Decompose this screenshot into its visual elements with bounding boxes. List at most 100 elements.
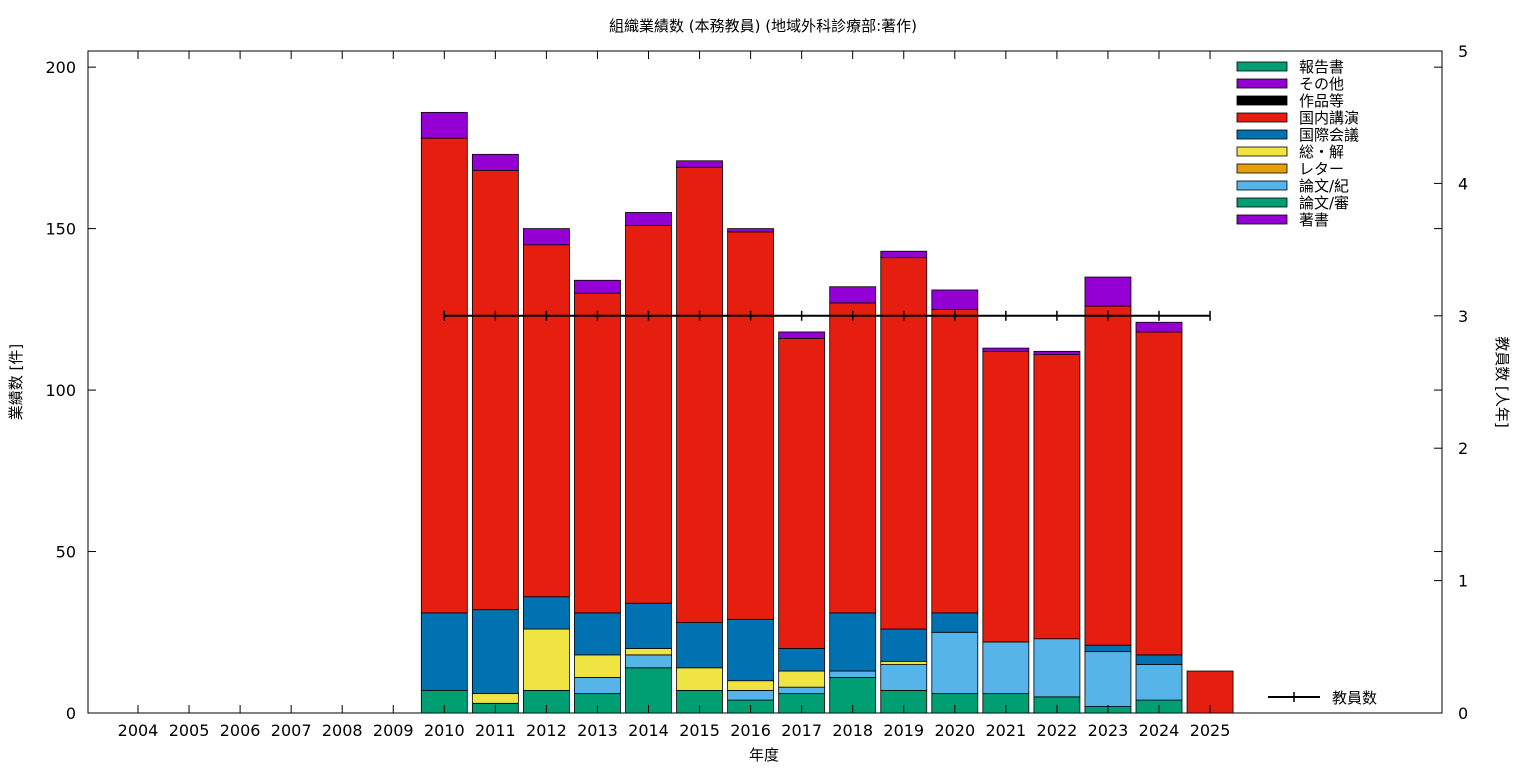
bar-segment	[727, 689, 774, 701]
x-tick-label: 2019	[883, 721, 924, 740]
legend-entry: 論文/審	[1236, 194, 1349, 212]
bar-segment	[1135, 654, 1183, 665]
x-tick-label: 2025	[1190, 721, 1231, 740]
bar-segment	[1033, 350, 1081, 355]
bar-segment	[523, 628, 570, 691]
bar-segment	[1033, 354, 1081, 640]
legend-label: 総・解	[1299, 143, 1344, 161]
x-tick-label: 2021	[985, 721, 1026, 740]
bar-segment	[778, 686, 826, 695]
legend-entry: 総・解	[1236, 143, 1344, 161]
y2-tick-label: 3	[1458, 307, 1468, 326]
x-tick-label: 2010	[424, 721, 465, 740]
bar-segment	[574, 654, 621, 678]
legend-swatch	[1236, 78, 1288, 89]
legend-label: その他	[1299, 75, 1344, 93]
bar-segment	[778, 331, 826, 339]
x-axis-label: 年度	[749, 746, 779, 764]
y-axis: 0 50 100 150 200	[45, 58, 1442, 723]
bar-segment	[420, 612, 468, 691]
legend-swatch	[1236, 214, 1288, 225]
bar-segment	[574, 677, 621, 695]
bar-segment	[727, 231, 774, 620]
x-tick-label: 2017	[781, 721, 822, 740]
x-tick-label: 2012	[526, 721, 567, 740]
line-legend: 教員数	[1268, 689, 1377, 707]
bar-segment	[880, 664, 928, 691]
bar-segment	[829, 286, 877, 304]
chart-title: 組織業績数 (本務教員) (地域外科診療部:著作)	[609, 17, 917, 35]
bar-segment	[727, 228, 774, 233]
bar-segment	[982, 641, 1030, 695]
bar-segment	[420, 137, 468, 614]
legend-entry: 国内講演	[1236, 109, 1359, 127]
legend-swatch	[1236, 129, 1288, 140]
bar-segment	[982, 347, 1030, 352]
y2-axis-label: 教員数 [人年]	[1493, 336, 1511, 427]
legend-swatch	[1236, 112, 1288, 123]
bar-segment	[1084, 276, 1132, 307]
bar-segment	[625, 654, 672, 669]
x-tick-label: 2013	[577, 721, 618, 740]
y-tick-label: 200	[45, 58, 76, 77]
legend-label: 作品等	[1299, 92, 1344, 110]
bar-segment	[625, 212, 672, 226]
legend-label: 報告書	[1299, 58, 1344, 76]
bar-segment	[1084, 651, 1132, 707]
bar-segment	[574, 292, 621, 614]
y-tick-label: 150	[45, 220, 76, 239]
legend-label: 論文/審	[1299, 194, 1349, 212]
bar-segment	[880, 250, 928, 259]
bar-segment	[727, 618, 774, 682]
bar-segment	[727, 680, 774, 691]
bar-segment	[829, 670, 877, 678]
legend-label: 著書	[1299, 211, 1329, 229]
y-axis-label: 業績数 [件]	[7, 344, 25, 420]
bar-segment	[625, 224, 672, 604]
legend-swatch	[1236, 163, 1288, 174]
bar-segment	[625, 602, 672, 649]
legend-label: レター	[1299, 160, 1344, 178]
bar-segment	[880, 660, 928, 665]
legend-label: 国内講演	[1299, 109, 1359, 127]
legend-entry: 著書	[1236, 211, 1329, 229]
legend-label: 国際会議	[1299, 126, 1359, 144]
bar-segment	[778, 338, 826, 649]
bar-segment	[676, 160, 723, 168]
legend-entry: レター	[1236, 160, 1344, 178]
faculty-line-layer	[443, 310, 1211, 321]
legend-swatch	[1236, 146, 1288, 157]
x-tick-label: 2006	[220, 721, 261, 740]
bar-segment	[1084, 644, 1132, 653]
x-tick-label: 2009	[373, 721, 414, 740]
bar-segment	[625, 648, 672, 656]
bar-segment	[1135, 331, 1183, 656]
legend-swatch	[1236, 61, 1288, 72]
y2-tick-label: 5	[1458, 42, 1468, 61]
legend-entry: 論文/紀	[1236, 177, 1349, 195]
bar-segment	[574, 279, 621, 294]
bar-segment	[420, 111, 468, 139]
bar-segment	[1033, 638, 1081, 698]
legend-entry: 国際会議	[1236, 126, 1359, 144]
y2-tick-label: 2	[1458, 439, 1468, 458]
y2-tick-label: 0	[1458, 704, 1468, 723]
bar-segment	[676, 622, 723, 669]
bar-segment	[931, 308, 979, 614]
bar-segment	[1084, 305, 1132, 646]
legend-entry: 作品等	[1236, 92, 1344, 110]
bar-segment	[931, 289, 979, 310]
bar-segment	[676, 667, 723, 691]
bar-segment	[931, 631, 979, 695]
line-legend-label: 教員数	[1332, 689, 1377, 707]
x-tick-label: 2015	[679, 721, 720, 740]
x-tick-label: 2011	[475, 721, 516, 740]
x-tick-label: 2020	[934, 721, 975, 740]
y-tick-label: 100	[45, 381, 76, 400]
y-tick-label: 0	[66, 704, 76, 723]
legend-swatch	[1236, 180, 1288, 191]
x-tick-label: 2014	[628, 721, 669, 740]
bar-segment	[523, 228, 570, 246]
